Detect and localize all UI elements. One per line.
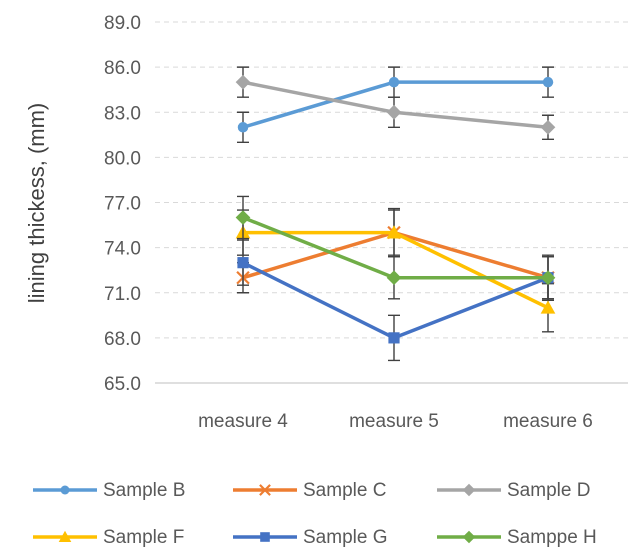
legend-label: Sample C xyxy=(303,480,386,501)
legend-item: Sample C xyxy=(233,480,386,501)
point xyxy=(60,485,70,495)
x-tick-label: measure 4 xyxy=(198,411,288,432)
legend-item: Sample G xyxy=(233,527,387,548)
gridlines xyxy=(155,21,628,384)
y-tick-label: 80.0 xyxy=(104,148,141,169)
legend-item: Sample D xyxy=(437,480,590,501)
series-layer xyxy=(235,66,556,362)
series-sample-b xyxy=(237,66,554,144)
y-tick-label: 74.0 xyxy=(104,239,141,260)
legend-label: Sample G xyxy=(303,527,387,548)
x-tick-label: measure 6 xyxy=(503,411,593,432)
y-tick-label: 68.0 xyxy=(104,329,141,350)
point xyxy=(388,332,400,344)
point xyxy=(540,270,556,286)
series-line xyxy=(242,215,548,280)
y-tick-label: 86.0 xyxy=(104,58,141,79)
legend-label: Sample B xyxy=(103,480,185,501)
y-axis-title: lining thickess, (mm) xyxy=(24,103,49,303)
legend-label: Sample F xyxy=(103,527,184,548)
y-tick-label: 89.0 xyxy=(104,13,141,34)
point xyxy=(260,532,270,542)
y-tick-label: 77.0 xyxy=(104,194,141,215)
y-tick-label: 83.0 xyxy=(104,103,141,124)
legend-label: Samppe H xyxy=(507,527,597,548)
point xyxy=(386,270,402,286)
legend-item: Sample B xyxy=(33,480,185,501)
x-axis-ticks: measure 4 measure 5 measure 6 xyxy=(198,411,593,432)
series-line xyxy=(242,80,549,130)
point xyxy=(386,104,402,120)
point xyxy=(386,225,402,239)
point xyxy=(259,484,271,496)
point xyxy=(58,530,72,543)
point xyxy=(237,257,249,269)
series-line xyxy=(242,80,548,129)
y-axis-ticks: 65.0 68.0 71.0 74.0 77.0 80.0 83.0 86.0 89.0 xyxy=(104,13,141,395)
point xyxy=(235,74,251,90)
y-tick-label: 71.0 xyxy=(104,284,141,305)
series-sample-f xyxy=(235,209,556,333)
point xyxy=(237,122,249,133)
series-samppe-h xyxy=(235,195,556,300)
legend-item: Sample F xyxy=(33,527,184,548)
legend-label: Sample D xyxy=(507,480,590,501)
point xyxy=(540,300,556,314)
point xyxy=(462,483,476,497)
y-tick-label: 65.0 xyxy=(104,374,141,395)
point xyxy=(540,119,556,135)
legend: Sample B Sample C Sample D Sample F Sample G… xyxy=(33,480,597,548)
point xyxy=(388,76,400,88)
point xyxy=(542,76,554,88)
point xyxy=(462,530,476,544)
series-sample-d xyxy=(235,66,556,141)
x-tick-label: measure 5 xyxy=(349,411,439,432)
point xyxy=(235,210,251,225)
legend-item: Samppe H xyxy=(437,527,597,548)
series-sample-g xyxy=(237,239,554,362)
